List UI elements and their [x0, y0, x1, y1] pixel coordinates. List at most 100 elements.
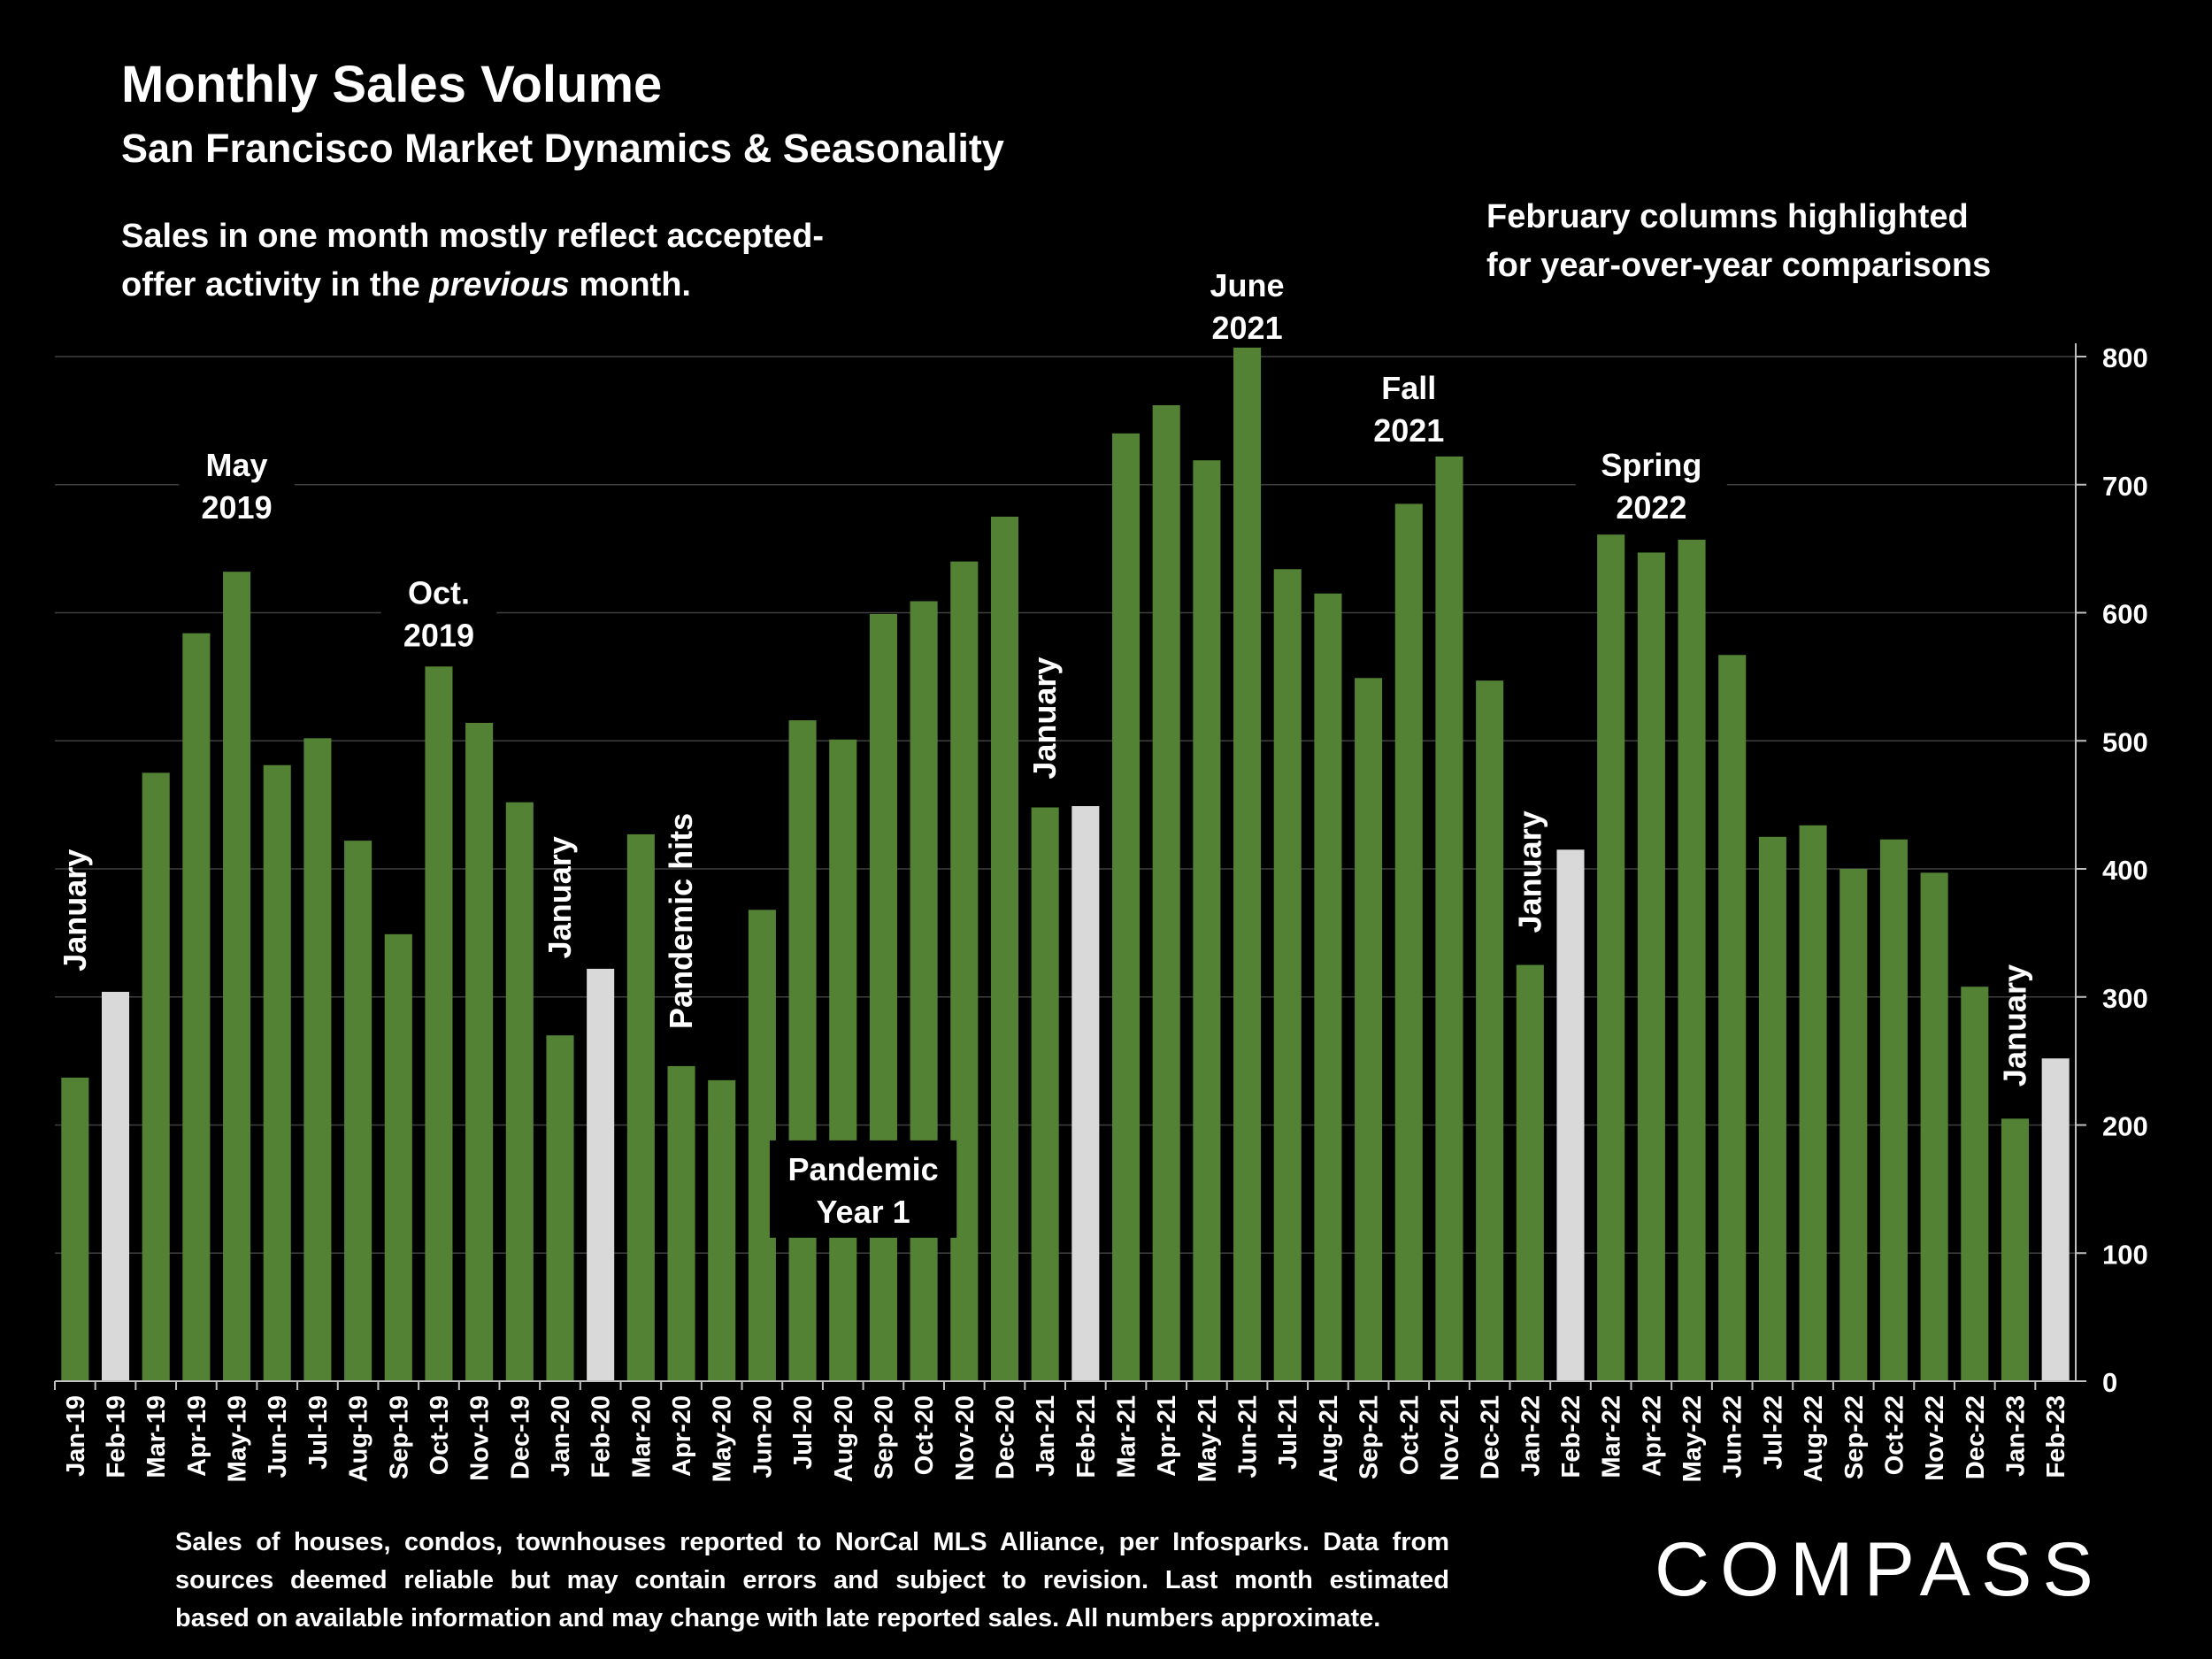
- bar: [1031, 807, 1059, 1381]
- annotation-line: 2019: [202, 489, 273, 526]
- x-tick-label: Dec-19: [506, 1395, 534, 1479]
- annotation-box: [1575, 435, 1727, 534]
- x-tick-label: May-21: [1194, 1395, 1222, 1482]
- annotation-line: 2021: [1373, 412, 1444, 449]
- bar: [1961, 987, 1989, 1381]
- note-left-line2-pre: offer activity in the: [121, 266, 430, 303]
- bar: [1799, 825, 1827, 1381]
- bar: [667, 1065, 695, 1381]
- x-tick-label: Jun-22: [1719, 1395, 1747, 1478]
- x-tick-label: Apr-20: [668, 1395, 696, 1477]
- x-tick-label: Mar-20: [627, 1395, 656, 1479]
- bar: [1071, 806, 1100, 1381]
- bar: [263, 764, 291, 1381]
- compass-logo: COMPASS: [1655, 1527, 2104, 1612]
- note-left-line1: Sales in one month mostly reflect accept…: [121, 218, 824, 255]
- x-tick-label: May-22: [1678, 1395, 1707, 1482]
- bar: [2041, 1058, 2070, 1381]
- note-left-line2-post: month.: [569, 266, 691, 303]
- footnote: Sales of houses, condos, townhouses repo…: [175, 1524, 1449, 1638]
- x-tick-label: Feb-21: [1072, 1395, 1101, 1478]
- axes: 0 100 200 300 400 500 600 700 800 Jan-19 Feb-19 Mar…: [54, 342, 2148, 1482]
- note-left: Sales in one month mostly reflect accept…: [121, 212, 824, 310]
- bar: [2001, 1118, 2030, 1381]
- bars: [61, 347, 2070, 1382]
- x-tick-label: Feb-19: [103, 1395, 131, 1478]
- chart-title: Monthly Sales Volume: [121, 56, 663, 113]
- x-tick-label: Mar-21: [1113, 1395, 1141, 1479]
- bar: [1355, 678, 1383, 1381]
- annotation-label: May 2019: [202, 447, 273, 526]
- bar: [182, 633, 211, 1381]
- x-tick-label: Mar-19: [142, 1395, 171, 1479]
- footnote-line1: Sales of houses, condos, townhouses repo…: [175, 1528, 1449, 1556]
- annotation-line: 2021: [1212, 310, 1283, 346]
- bar: [303, 738, 332, 1381]
- x-tick-label: Jan-21: [1032, 1395, 1060, 1477]
- bar: [142, 772, 170, 1381]
- bar: [910, 601, 938, 1381]
- x-tick-label: Jul-19: [304, 1395, 333, 1470]
- annotation-label: June 2021: [1210, 267, 1285, 346]
- bar: [425, 666, 453, 1381]
- y-tick-label: 700: [2102, 471, 2148, 502]
- bar: [950, 561, 979, 1381]
- x-tick-label: Dec-21: [1477, 1395, 1505, 1479]
- x-tick-label: Jun-21: [1234, 1395, 1263, 1478]
- bar: [1476, 680, 1504, 1381]
- bar: [546, 1035, 574, 1381]
- bar: [1314, 593, 1342, 1381]
- y-tick-label: 400: [2102, 855, 2148, 886]
- annotation-line: June: [1210, 267, 1285, 303]
- x-tick-label: Nov-19: [466, 1395, 495, 1481]
- annotation-box: [769, 1140, 957, 1238]
- y-tick-label: 200: [2102, 1111, 2148, 1142]
- note-right: February columns highlighted for year-ov…: [1486, 193, 1991, 290]
- x-tick-label: Mar-22: [1598, 1395, 1626, 1479]
- note-left-line2: offer activity in the previous month.: [121, 261, 824, 310]
- bar: [1637, 552, 1665, 1381]
- bar: [223, 572, 251, 1381]
- note-right-line2: for year-over-year comparisons: [1486, 247, 1992, 284]
- x-tick-label: Sep-19: [385, 1395, 413, 1479]
- bar: [1233, 347, 1262, 1382]
- bar: [1435, 451, 1463, 1381]
- bar: [1111, 433, 1141, 1382]
- annotation-label: January: [57, 849, 93, 972]
- annotation-line: Pandemic: [788, 1151, 939, 1187]
- footnote-line3: based on available information and may c…: [175, 1604, 1381, 1632]
- bar: [1718, 655, 1747, 1381]
- x-tick-label: Oct-19: [426, 1395, 454, 1475]
- annotation-line: Year 1: [817, 1194, 910, 1230]
- annotations: May 2019 Oct. 2019 June 2021 Fall 2021 Spring 202…: [57, 267, 2032, 1238]
- annotation-box: [179, 435, 295, 534]
- bar: [1516, 964, 1544, 1381]
- bar: [1193, 460, 1221, 1381]
- annotation-label: Oct. 2019: [403, 575, 474, 654]
- annotation-line: 2019: [403, 618, 474, 654]
- bar: [788, 720, 817, 1381]
- annotation-box: [1350, 358, 1467, 457]
- footnote-line2: sources deemed reliable but may contain …: [175, 1566, 1449, 1594]
- x-tick-label: Apr-19: [183, 1395, 211, 1477]
- note-left-line2-italic: previous: [429, 266, 570, 303]
- x-tick-label: Apr-22: [1638, 1395, 1666, 1477]
- x-tick-label: Feb-23: [2042, 1395, 2070, 1478]
- annotation-label: January: [541, 836, 578, 958]
- x-tick-label: Jul-20: [789, 1395, 818, 1470]
- bar: [708, 1079, 736, 1381]
- annotation-label: January: [1996, 964, 2032, 1087]
- x-tick-label: Aug-21: [1315, 1395, 1343, 1482]
- annotation-label: Pandemic Year 1: [788, 1151, 939, 1230]
- annotation-line: May: [206, 447, 268, 483]
- annotation-label: January: [1511, 810, 1548, 933]
- annotation-label: Fall 2021: [1373, 370, 1444, 449]
- bar: [1152, 405, 1180, 1381]
- x-tick-label: Jan-23: [2001, 1395, 2030, 1477]
- bar: [384, 933, 412, 1381]
- bar: [1758, 836, 1786, 1381]
- bar: [344, 841, 373, 1381]
- annotation-label: Spring 2022: [1601, 447, 1701, 526]
- bar: [1556, 849, 1585, 1381]
- x-tick-label: May-20: [709, 1395, 737, 1482]
